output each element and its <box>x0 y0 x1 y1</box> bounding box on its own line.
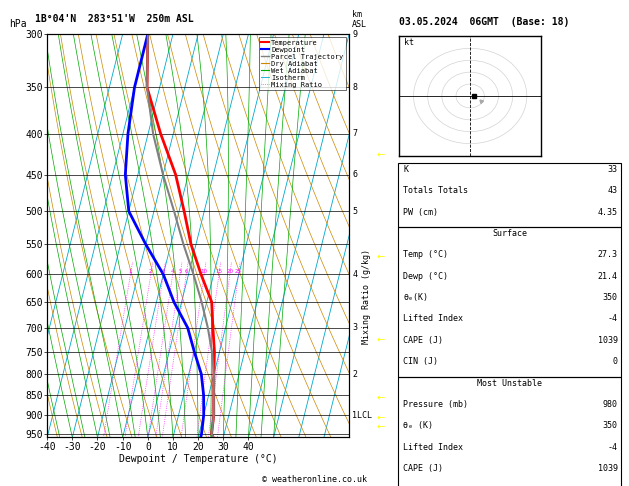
Text: 25: 25 <box>235 269 242 275</box>
Text: 1039: 1039 <box>598 336 618 345</box>
Text: PW (cm): PW (cm) <box>403 208 438 217</box>
Text: 1B°04'N  283°51'W  250m ASL: 1B°04'N 283°51'W 250m ASL <box>35 14 193 24</box>
Text: 4: 4 <box>171 269 174 275</box>
Text: km
ASL: km ASL <box>352 10 367 29</box>
Text: Most Unstable: Most Unstable <box>477 379 542 388</box>
Text: 33: 33 <box>608 165 618 174</box>
Text: 5: 5 <box>179 269 182 275</box>
Text: -4: -4 <box>608 443 618 452</box>
Text: 0: 0 <box>613 357 618 366</box>
Text: Mixing Ratio (g/kg): Mixing Ratio (g/kg) <box>362 249 371 344</box>
Text: 1: 1 <box>129 269 132 275</box>
Text: kt: kt <box>404 38 414 47</box>
Text: 20: 20 <box>226 269 233 275</box>
Text: 7: 7 <box>352 129 357 139</box>
Text: θₑ(K): θₑ(K) <box>403 293 428 302</box>
Text: 2: 2 <box>352 370 357 379</box>
Text: 9: 9 <box>352 30 357 38</box>
Text: 1LCL: 1LCL <box>352 411 372 419</box>
Text: ←: ← <box>377 151 384 160</box>
Text: 2: 2 <box>149 269 153 275</box>
Text: 15: 15 <box>216 269 223 275</box>
Text: CIN (J): CIN (J) <box>403 357 438 366</box>
Text: 1039: 1039 <box>598 464 618 473</box>
Text: ←: ← <box>377 423 384 433</box>
Text: 03.05.2024  06GMT  (Base: 18): 03.05.2024 06GMT (Base: 18) <box>399 17 570 27</box>
Text: 21.4: 21.4 <box>598 272 618 281</box>
Text: 980: 980 <box>603 400 618 409</box>
Legend: Temperature, Dewpoint, Parcel Trajectory, Dry Adiabat, Wet Adiabat, Isotherm, Mi: Temperature, Dewpoint, Parcel Trajectory… <box>259 37 345 90</box>
Text: 5: 5 <box>352 207 357 216</box>
Text: Dewp (°C): Dewp (°C) <box>403 272 448 281</box>
Text: 3: 3 <box>162 269 165 275</box>
Text: -4: -4 <box>608 314 618 324</box>
Text: Lifted Index: Lifted Index <box>403 443 463 452</box>
Text: Pressure (mb): Pressure (mb) <box>403 400 468 409</box>
Text: 43: 43 <box>608 186 618 195</box>
Text: 8: 8 <box>352 83 357 92</box>
Text: ←: ← <box>377 253 384 262</box>
Text: ←: ← <box>377 413 384 423</box>
Text: Totals Totals: Totals Totals <box>403 186 468 195</box>
Text: Lifted Index: Lifted Index <box>403 314 463 324</box>
Text: 6: 6 <box>184 269 188 275</box>
Text: ←: ← <box>377 394 384 403</box>
Text: © weatheronline.co.uk: © weatheronline.co.uk <box>262 474 367 484</box>
Text: 4: 4 <box>352 270 357 279</box>
Text: Temp (°C): Temp (°C) <box>403 250 448 260</box>
Text: hPa: hPa <box>9 19 27 29</box>
Text: K: K <box>403 165 408 174</box>
X-axis label: Dewpoint / Temperature (°C): Dewpoint / Temperature (°C) <box>119 454 277 464</box>
Text: 6: 6 <box>352 170 357 179</box>
Text: ←: ← <box>377 335 384 345</box>
Text: 10: 10 <box>201 269 208 275</box>
Text: CAPE (J): CAPE (J) <box>403 336 443 345</box>
Text: θₑ (K): θₑ (K) <box>403 421 433 431</box>
Text: CAPE (J): CAPE (J) <box>403 464 443 473</box>
Text: 4.35: 4.35 <box>598 208 618 217</box>
Text: 3: 3 <box>352 323 357 332</box>
Text: Surface: Surface <box>493 229 527 238</box>
Text: 350: 350 <box>603 421 618 431</box>
Text: 350: 350 <box>603 293 618 302</box>
Text: 27.3: 27.3 <box>598 250 618 260</box>
